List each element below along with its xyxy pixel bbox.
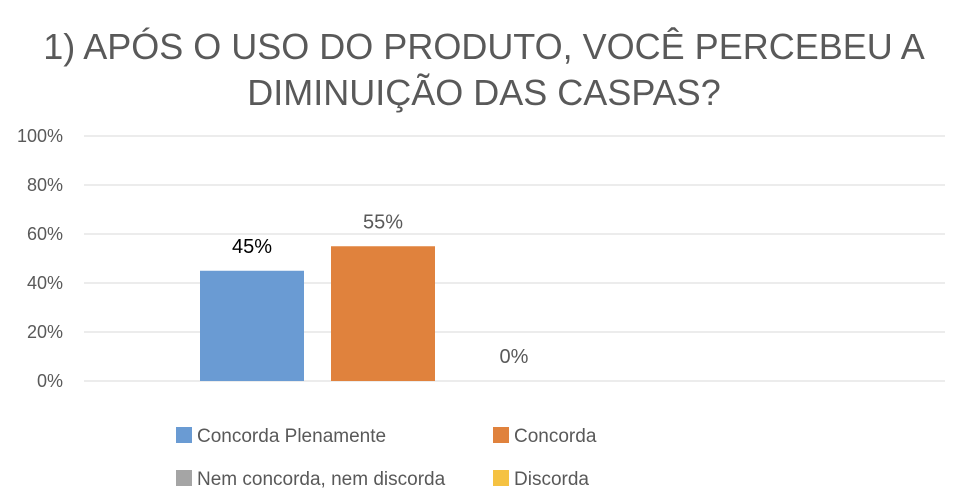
data-label-nem-concorda-nem-discorda: 0% — [500, 346, 529, 368]
legend-swatch-concorda — [493, 427, 509, 443]
data-label-concorda: 55% — [363, 211, 403, 233]
legend-label-nem-concorda-nem-discorda: Nem concorda, nem discorda — [197, 469, 446, 490]
y-tick-label: 40% — [27, 273, 63, 293]
data-label-concorda-plenamente: 45% — [232, 236, 272, 258]
y-tick-label: 80% — [27, 175, 63, 195]
y-tick-label: 60% — [27, 224, 63, 244]
legend-label-concorda: Concorda — [514, 426, 597, 447]
chart-title-line-1: 1) APÓS O USO DO PRODUTO, VOCÊ PERCEBEU … — [43, 26, 925, 67]
y-tick-label: 20% — [27, 322, 63, 342]
legend-swatch-discorda — [493, 470, 509, 486]
legend-swatch-nem-concorda-nem-discorda — [176, 470, 192, 486]
y-tick-label: 100% — [17, 126, 63, 146]
legend-swatch-concorda-plenamente — [176, 427, 192, 443]
bars — [200, 246, 435, 381]
data-labels: 45% 55% 0% — [232, 211, 529, 368]
bar-concorda — [331, 246, 435, 381]
legend: Concorda Plenamente Concorda Nem concord… — [176, 426, 597, 490]
y-tick-label: 0% — [37, 371, 63, 391]
bar-concorda-plenamente — [200, 270, 304, 381]
legend-label-discorda: Discorda — [514, 469, 589, 490]
legend-label-concorda-plenamente: Concorda Plenamente — [197, 426, 386, 447]
chart-title-line-2: DIMINUIÇÃO DAS CASPAS? — [247, 72, 720, 113]
y-axis-ticks: 0% 20% 40% 60% 80% 100% — [17, 126, 63, 391]
